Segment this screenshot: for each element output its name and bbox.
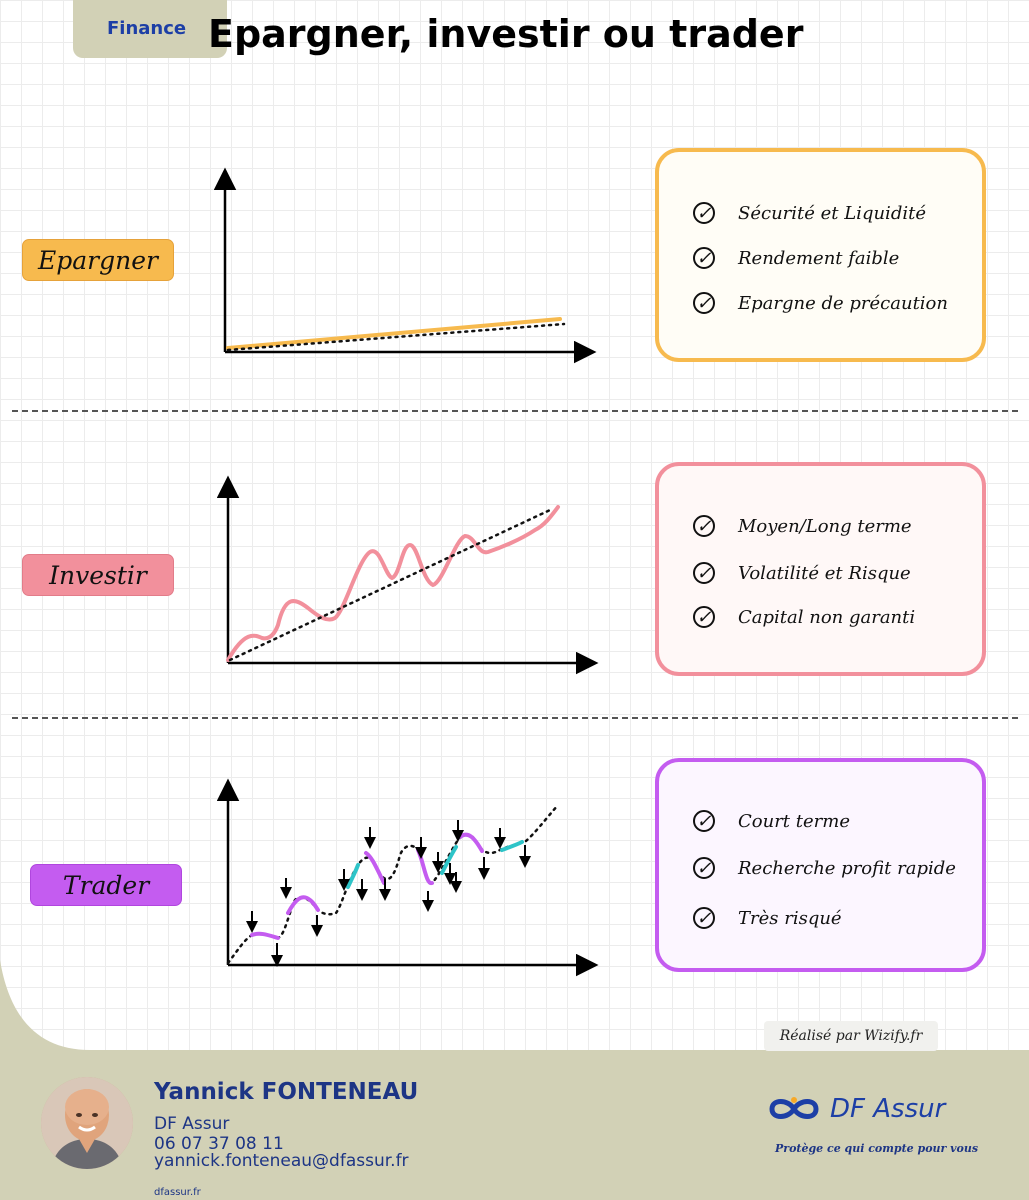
section-label-investir: Investir — [22, 554, 174, 596]
card-epargner: ✓ Sécurité et Liquidité ✓ Rendement faible… — [655, 148, 986, 362]
contact-email[interactable]: yannick.fonteneau@dfassur.fr — [154, 1151, 409, 1171]
section-label-trader: Trader — [30, 864, 182, 906]
buy-segment — [500, 840, 524, 852]
savings-line — [226, 317, 562, 350]
check-circle-icon: ✓ — [693, 247, 715, 269]
contact-name: Yannick FONTENEAU — [154, 1079, 419, 1105]
section-divider — [12, 410, 1018, 412]
trading-curve — [226, 803, 560, 965]
bullet-item: ✓ Sécurité et Liquidité — [693, 202, 926, 224]
investment-curve — [226, 505, 560, 662]
bullet-item: ✓ Rendement faible — [693, 247, 899, 269]
sell-segment — [458, 832, 484, 853]
person-photo — [41, 1077, 133, 1169]
section-label-text: Epargner — [38, 245, 158, 275]
section-label-text: Investir — [49, 560, 147, 590]
check-circle-icon: ✓ — [693, 907, 715, 929]
footer-background — [0, 960, 1029, 1200]
card-investir: ✓ Moyen/Long terme ✓ Volatilité et Risque … — [655, 462, 986, 676]
bullet-item: ✓ Epargne de précaution — [693, 292, 948, 314]
sell-segment — [416, 848, 434, 885]
check-circle-icon: ✓ — [693, 606, 715, 628]
price-arrows — [246, 820, 531, 967]
credit-badge: Réalisé par Wizify.fr — [764, 1021, 938, 1051]
section-divider — [12, 717, 1018, 719]
bullet-item: ✓ Capital non garanti — [693, 606, 915, 628]
check-circle-icon: ✓ — [693, 202, 715, 224]
contact-phone[interactable]: 06 07 37 08 11 — [154, 1134, 284, 1154]
chart-epargner — [213, 167, 597, 364]
contact-website[interactable]: dfassur.fr — [154, 1187, 201, 1198]
brand-tagline: Protège ce qui compte pour vous — [775, 1142, 979, 1155]
category-tag-label: Finance — [107, 18, 187, 39]
check-circle-icon: ✓ — [693, 857, 715, 879]
brand-name: DF Assur — [830, 1094, 946, 1124]
check-circle-icon: ✓ — [693, 810, 715, 832]
brand-logo: DF Assur — [766, 1094, 945, 1124]
credit-text: Réalisé par Wizify.fr — [779, 1028, 923, 1044]
check-circle-icon: ✓ — [693, 515, 715, 537]
trend-line — [226, 322, 566, 352]
section-label-epargner: Epargner — [22, 239, 174, 281]
avatar — [41, 1077, 133, 1169]
chart-investir — [216, 475, 599, 675]
category-tag: Finance — [73, 0, 227, 58]
sell-segment — [286, 895, 320, 915]
trend-line — [228, 508, 552, 662]
bullet-item: ✓ Recherche profit rapide — [693, 857, 956, 879]
check-circle-icon: ✓ — [693, 292, 715, 314]
check-circle-icon: ✓ — [693, 562, 715, 584]
bullet-item: ✓ Moyen/Long terme — [693, 515, 912, 537]
page-title: Epargner, investir ou trader — [208, 12, 804, 56]
chart-trader — [216, 778, 599, 977]
bullet-item: ✓ Très risqué — [693, 907, 842, 929]
sell-segment — [250, 931, 280, 940]
sell-segment — [364, 851, 386, 885]
bullet-item: ✓ Court terme — [693, 810, 850, 832]
infinity-logo-icon — [769, 1097, 819, 1119]
contact-company: DF Assur — [154, 1114, 230, 1134]
card-trader: ✓ Court terme ✓ Recherche profit rapide ✓ T… — [655, 758, 986, 972]
bullet-item: ✓ Volatilité et Risque — [693, 562, 911, 584]
section-label-text: Trader — [62, 870, 150, 900]
buy-segment — [346, 863, 360, 889]
